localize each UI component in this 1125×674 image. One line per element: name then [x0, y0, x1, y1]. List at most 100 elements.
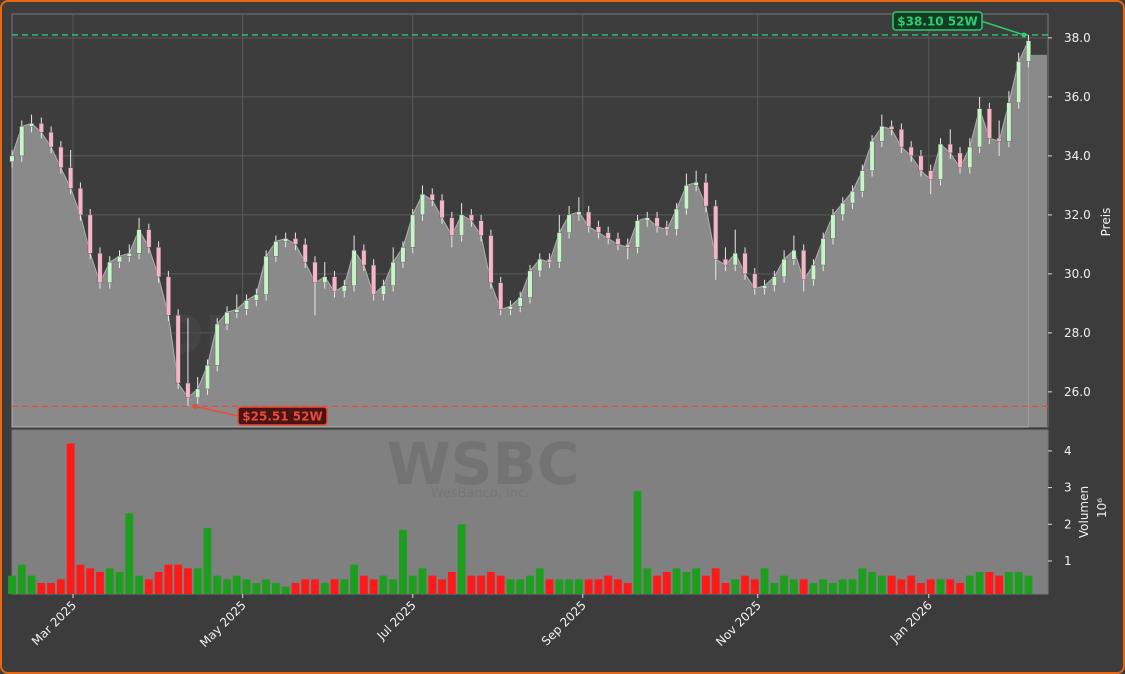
volume-bar — [926, 579, 935, 594]
volume-bar — [770, 582, 779, 594]
candle-body — [322, 276, 328, 283]
candle-body — [1016, 61, 1022, 103]
candle-body — [723, 258, 728, 266]
candle-body — [214, 323, 220, 366]
candle-body — [801, 250, 807, 280]
candle-body — [341, 285, 347, 292]
candle-body — [146, 229, 152, 248]
x-tick-label: Jan 2026 — [887, 598, 935, 646]
volume-bar — [526, 575, 534, 594]
volume-bar — [359, 575, 368, 594]
arrow-head — [192, 403, 198, 409]
candle-body — [830, 214, 836, 239]
y-tick-label: 2 — [1064, 517, 1072, 531]
volume-bar — [311, 579, 319, 594]
candle-body — [771, 276, 777, 286]
candle-body — [693, 182, 699, 186]
candle-body — [654, 217, 660, 227]
candle-body — [928, 170, 934, 180]
candle-body — [703, 182, 709, 207]
volume-bar — [37, 582, 46, 594]
volume-bar — [516, 579, 525, 594]
volume-bar — [946, 579, 955, 594]
candle-body — [478, 220, 484, 236]
volume-bar — [47, 582, 56, 594]
candle-body — [566, 214, 572, 233]
volume-bar — [741, 575, 749, 594]
volume-bar — [721, 582, 730, 594]
volume-bar — [271, 582, 280, 594]
volume-bar — [848, 579, 857, 594]
volume-bar — [232, 575, 241, 594]
volume-bar — [184, 568, 192, 594]
candle-body — [68, 167, 74, 189]
volume-bar — [399, 529, 407, 594]
candle-body — [205, 365, 210, 390]
volume-bar — [164, 564, 173, 594]
arrow-head — [1021, 32, 1027, 38]
candle-body — [449, 217, 455, 236]
volume-bar — [868, 571, 876, 594]
volume-bar — [789, 579, 798, 594]
candle-body — [429, 194, 435, 201]
volume-bar — [965, 575, 974, 594]
candle-body — [459, 214, 464, 236]
candle-body — [224, 312, 230, 325]
candle-body — [605, 232, 611, 239]
candle-body — [1026, 40, 1031, 62]
candle-body — [517, 297, 523, 307]
volume-bar — [936, 579, 945, 594]
candle-body — [947, 143, 953, 154]
volume-bar — [584, 579, 593, 594]
candle-body — [136, 229, 142, 254]
y-axis-label: Preis — [1099, 208, 1113, 237]
volume-bar — [565, 579, 574, 594]
candle-body — [439, 199, 445, 219]
volume-bar — [428, 575, 437, 594]
candle-body — [29, 123, 34, 127]
candle-body — [615, 238, 621, 245]
volume-bar — [144, 579, 153, 594]
volume-bar — [819, 579, 828, 594]
volume-bar — [682, 571, 691, 594]
y-tick-label: 26.0 — [1064, 385, 1091, 399]
volume-bar — [633, 491, 642, 594]
candle-body — [165, 276, 171, 316]
volume-bar — [369, 579, 378, 594]
volume-bar — [574, 579, 583, 594]
volume-bar — [17, 564, 26, 594]
volume-bar — [1024, 575, 1033, 594]
candle-body — [820, 238, 826, 266]
volume-bar — [105, 568, 114, 594]
candle-body — [938, 143, 943, 180]
volume-bar — [379, 575, 388, 594]
annotation-arrow — [980, 20, 1025, 36]
volume-offset-label: 10⁶ — [1095, 498, 1109, 518]
volume-bar — [702, 575, 710, 594]
volume-bar — [301, 579, 310, 594]
volume-bar — [760, 568, 769, 594]
volume-bar — [809, 582, 818, 594]
volume-bar — [672, 568, 681, 594]
volume-bar — [985, 571, 994, 594]
volume-bar — [604, 575, 613, 594]
candle-body — [380, 285, 386, 295]
volume-bar — [1014, 571, 1023, 594]
candle-body — [527, 270, 533, 298]
volume-bar — [897, 579, 906, 594]
volume-bar — [467, 575, 476, 594]
volume-bar — [858, 568, 867, 594]
candle-body — [361, 250, 367, 266]
area-tail — [1028, 54, 1047, 427]
volume-bar — [438, 579, 446, 594]
y-tick-label: 1 — [1064, 554, 1072, 568]
volume-bar — [223, 579, 231, 594]
candle-body — [635, 220, 640, 248]
volume-bar — [917, 582, 925, 594]
x-tick-label: May 2025 — [197, 598, 249, 650]
volume-bar — [320, 582, 329, 594]
volume-bar — [623, 582, 632, 594]
